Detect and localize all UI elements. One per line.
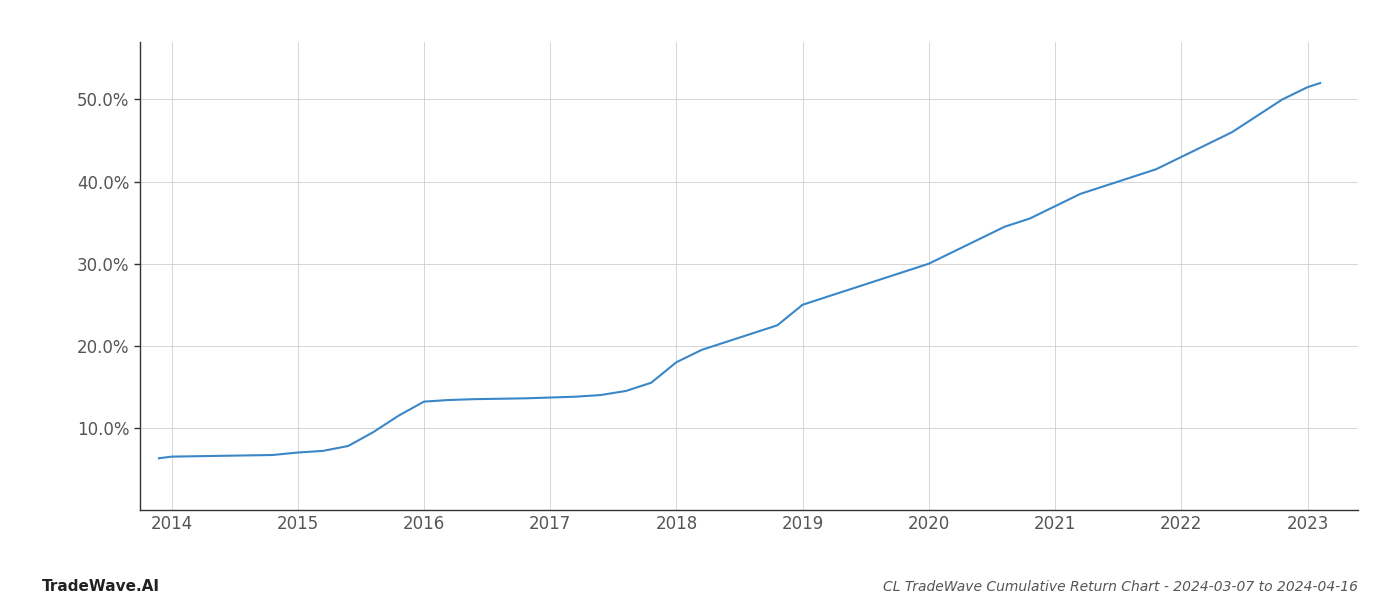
Text: CL TradeWave Cumulative Return Chart - 2024-03-07 to 2024-04-16: CL TradeWave Cumulative Return Chart - 2… (883, 580, 1358, 594)
Text: TradeWave.AI: TradeWave.AI (42, 579, 160, 594)
